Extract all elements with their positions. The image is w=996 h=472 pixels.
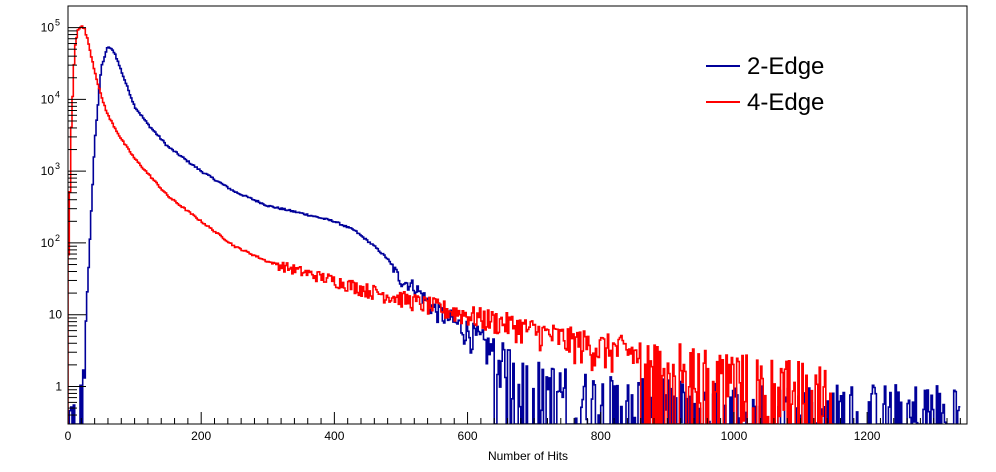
y-tick-label: 10 [49, 308, 63, 322]
x-tick-label: 0 [65, 429, 72, 443]
x-tick-label: 600 [458, 429, 478, 443]
x-axis: 0 200 400 600 800 1000 1200 [65, 412, 961, 443]
y-tick-label: 10 [41, 21, 55, 35]
y-tick-exponent: 4 [55, 89, 60, 99]
legend-label-2-edge: 2-Edge [747, 53, 824, 80]
series-layer [68, 25, 961, 424]
x-tick-label: 800 [591, 429, 611, 443]
x-tick-label: 200 [191, 429, 211, 443]
y-tick-label: 10 [41, 236, 55, 250]
legend: 2-Edge 4-Edge [706, 53, 824, 116]
y-tick-exponent: 3 [55, 161, 60, 171]
x-tick-label: 1200 [854, 429, 881, 443]
y-tick-label: 10 [41, 92, 55, 106]
series-line-4-edge [68, 25, 834, 424]
x-axis-title: Number of Hits [488, 449, 568, 463]
x-tick-label: 400 [324, 429, 344, 443]
y-tick-exponent: 5 [55, 18, 60, 28]
x-tick-label: 1000 [721, 429, 748, 443]
legend-label-4-edge: 4-Edge [747, 89, 824, 116]
y-tick-label: 10 [41, 164, 55, 178]
y-tick-label: 1 [55, 379, 62, 393]
plot-frame [67, 5, 968, 425]
y-tick-exponent: 2 [55, 233, 60, 243]
